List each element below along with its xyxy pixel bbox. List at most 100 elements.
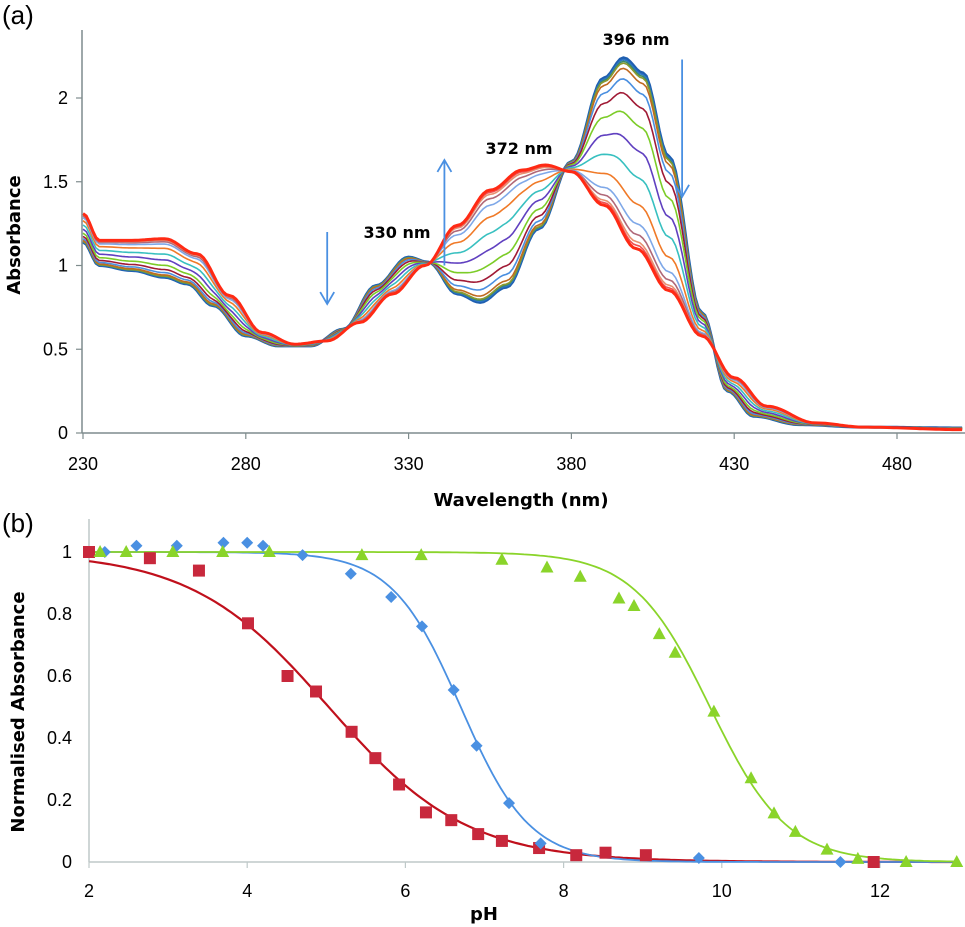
y-tick-label: 0.6 bbox=[47, 666, 72, 686]
blue-diamond-point bbox=[503, 797, 516, 810]
green-triangle-point bbox=[540, 560, 554, 573]
spectrum-line-2 bbox=[82, 58, 963, 429]
x-tick-label: 2 bbox=[84, 881, 94, 901]
blue-diamond-point bbox=[241, 536, 254, 549]
red-square-point bbox=[419, 806, 432, 819]
panel-a-label: (a) bbox=[2, 0, 34, 30]
green-triangle-point bbox=[627, 598, 641, 611]
data-points bbox=[83, 536, 964, 868]
y-tick-label: 0 bbox=[58, 423, 68, 443]
red-square-point bbox=[192, 564, 205, 577]
annotation-372nm: 372 nm bbox=[485, 139, 552, 158]
green-triangle-point bbox=[414, 548, 428, 561]
red-square-point bbox=[393, 778, 406, 791]
green-triangle-point bbox=[707, 704, 721, 717]
green-triangle-point bbox=[216, 545, 230, 557]
spectrum-line-10 bbox=[82, 153, 963, 430]
green-triangle-point bbox=[767, 806, 781, 819]
x-tick-label: 280 bbox=[231, 454, 261, 474]
blue-diamond-point bbox=[470, 739, 483, 752]
blue-diamond-point bbox=[692, 851, 705, 864]
green-triangle-point bbox=[573, 569, 587, 582]
spectrum-line-13 bbox=[82, 168, 963, 431]
green-triangle-point bbox=[93, 545, 107, 557]
x-tick-label: 330 bbox=[394, 454, 424, 474]
green-triangles-fit-line bbox=[89, 551, 960, 863]
x-tick-label: 430 bbox=[719, 454, 749, 474]
red-square-point bbox=[639, 849, 652, 862]
green-triangle-point bbox=[612, 591, 626, 604]
panel-b-titration-chart: (b) 00.20.40.60.812 4 6 8 10 12 pH Normalised… bbox=[2, 508, 964, 925]
y-tick-label: 1 bbox=[62, 542, 72, 562]
red-square-point bbox=[281, 670, 294, 682]
red-square-point bbox=[867, 856, 880, 868]
blue-diamond-point bbox=[385, 590, 398, 603]
y-tick-label: 2 bbox=[58, 88, 68, 108]
red-square-point bbox=[495, 834, 508, 847]
red-square-point bbox=[83, 546, 95, 558]
x-tick-label: 4 bbox=[242, 881, 252, 901]
spectrum-line-11 bbox=[82, 168, 963, 430]
annotation-396nm: 396 nm bbox=[602, 30, 669, 49]
red-square-point bbox=[472, 828, 485, 841]
x-axis-title-wavelength: Wavelength (nm) bbox=[433, 490, 608, 511]
y-tick-label: 0.4 bbox=[47, 728, 72, 748]
blue-diamonds-fit-line bbox=[89, 551, 960, 863]
spectrum-line-14 bbox=[82, 166, 963, 431]
green-triangle-point bbox=[166, 545, 180, 557]
x-tick-label: 8 bbox=[559, 881, 569, 901]
panel-a-spectra-chart: (a) 0 0.5 1 1.5 2 230 280 330 380 430 480 330 nm 3… bbox=[2, 0, 965, 511]
blue-diamond-point bbox=[447, 683, 460, 696]
green-triangle-point bbox=[355, 548, 369, 561]
red-square-point bbox=[143, 552, 156, 565]
green-triangle-point bbox=[262, 545, 276, 557]
arrow-down-head bbox=[674, 184, 690, 199]
blue-diamond-point bbox=[217, 536, 230, 549]
green-triangle-point bbox=[652, 627, 666, 640]
spectrum-line-16 bbox=[82, 163, 963, 432]
y-axis-title-normalised-absorbance: Normalised Absorbance bbox=[8, 591, 29, 832]
arrow-down-head bbox=[319, 291, 335, 306]
green-triangle-point bbox=[495, 552, 509, 565]
green-triangle-point bbox=[851, 851, 865, 864]
panel-a-annotations: 330 nm 372 nm 396 nm bbox=[363, 30, 669, 242]
green-triangle-point bbox=[820, 842, 834, 855]
x-axis-title-ph: pH bbox=[470, 904, 498, 925]
blue-diamond-point bbox=[834, 856, 847, 868]
blue-diamond-point bbox=[416, 620, 429, 633]
x-tick-label: 10 bbox=[712, 881, 732, 901]
blue-diamond-point bbox=[534, 837, 547, 850]
y-tick-label: 0.8 bbox=[47, 604, 72, 624]
spectrum-line-1 bbox=[82, 56, 963, 430]
red-square-point bbox=[570, 849, 583, 862]
y-axis-title-absorbance: Absorbance bbox=[4, 175, 25, 295]
red-square-point bbox=[345, 725, 358, 738]
green-triangle-point bbox=[744, 771, 758, 784]
spectrum-line-8 bbox=[82, 110, 963, 430]
panel-b-label: (b) bbox=[2, 508, 34, 538]
red-square-point bbox=[369, 752, 382, 765]
x-tick-label: 230 bbox=[68, 454, 98, 474]
blue-diamond-point bbox=[257, 539, 270, 552]
arrow-up-head bbox=[436, 158, 453, 173]
blue-diamond-point bbox=[130, 539, 143, 552]
panel-a-arrows bbox=[319, 59, 690, 306]
green-triangle-point bbox=[899, 855, 913, 867]
fit-curves bbox=[88, 551, 960, 864]
red-square-point bbox=[241, 617, 254, 630]
red-square-point bbox=[310, 685, 323, 698]
y-tick-label: 0 bbox=[62, 852, 72, 872]
x-tick-label: 12 bbox=[870, 881, 890, 901]
y-tick-label: 1.5 bbox=[43, 172, 68, 192]
green-triangle-point bbox=[950, 855, 964, 867]
annotation-330nm: 330 nm bbox=[363, 223, 430, 242]
panel-a-axes: 0 0.5 1 1.5 2 230 280 330 380 430 480 bbox=[43, 30, 965, 474]
green-triangle-point bbox=[788, 824, 802, 837]
blue-diamond-point bbox=[344, 567, 357, 580]
x-tick-label: 380 bbox=[556, 454, 586, 474]
red-square-point bbox=[445, 814, 458, 827]
spectra-curves bbox=[82, 56, 963, 432]
blue-diamond-point bbox=[296, 549, 309, 562]
x-tick-label: 6 bbox=[400, 881, 410, 901]
